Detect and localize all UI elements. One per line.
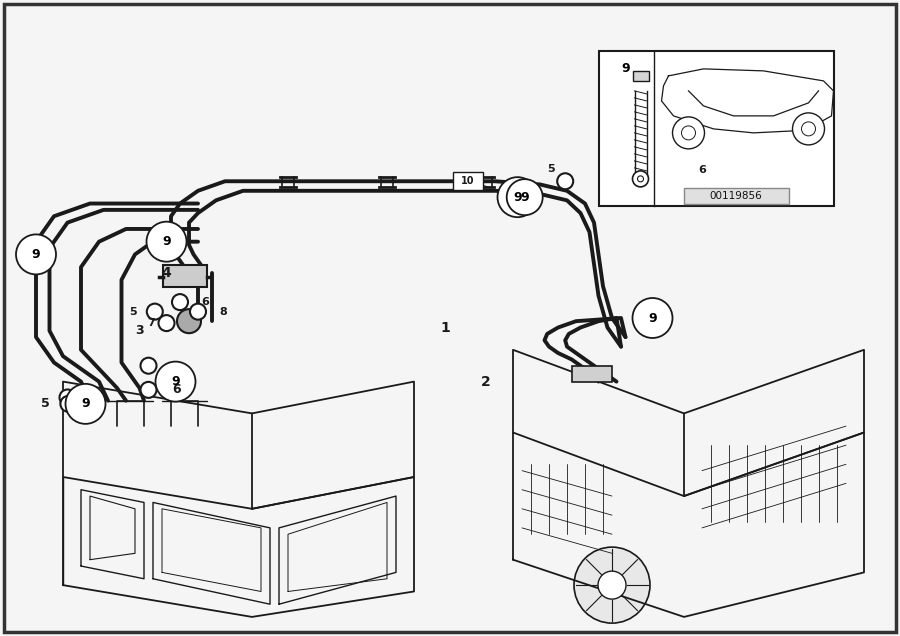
Circle shape bbox=[633, 171, 649, 187]
Circle shape bbox=[793, 113, 824, 145]
Text: 6: 6 bbox=[172, 384, 181, 396]
Circle shape bbox=[557, 173, 573, 190]
Text: 7: 7 bbox=[148, 318, 155, 328]
Circle shape bbox=[574, 547, 650, 623]
Text: 9: 9 bbox=[81, 398, 90, 410]
Circle shape bbox=[147, 222, 186, 261]
Circle shape bbox=[140, 382, 157, 398]
Text: 6: 6 bbox=[202, 297, 209, 307]
Circle shape bbox=[598, 571, 626, 599]
Circle shape bbox=[66, 384, 105, 424]
Circle shape bbox=[637, 176, 643, 182]
Circle shape bbox=[190, 303, 206, 320]
Text: 3: 3 bbox=[135, 324, 144, 337]
Circle shape bbox=[16, 235, 56, 274]
Circle shape bbox=[671, 162, 688, 179]
Text: 9: 9 bbox=[32, 248, 40, 261]
Text: 9: 9 bbox=[648, 312, 657, 324]
Text: 2: 2 bbox=[482, 375, 490, 389]
Circle shape bbox=[672, 117, 705, 149]
Bar bbox=[683, 188, 788, 204]
FancyBboxPatch shape bbox=[453, 172, 483, 190]
Circle shape bbox=[158, 315, 175, 331]
Circle shape bbox=[498, 177, 537, 217]
Text: 9: 9 bbox=[520, 191, 529, 204]
Circle shape bbox=[802, 122, 815, 136]
Text: 8: 8 bbox=[220, 307, 227, 317]
Circle shape bbox=[156, 362, 195, 401]
Bar bbox=[633, 71, 649, 81]
Text: 9: 9 bbox=[621, 62, 630, 76]
Circle shape bbox=[681, 126, 696, 140]
Text: 00119856: 00119856 bbox=[709, 191, 762, 201]
Text: 1: 1 bbox=[441, 321, 450, 335]
Text: 10: 10 bbox=[461, 176, 475, 186]
Text: 5: 5 bbox=[40, 398, 50, 410]
Circle shape bbox=[60, 396, 76, 412]
Circle shape bbox=[633, 298, 672, 338]
Circle shape bbox=[507, 179, 543, 215]
Circle shape bbox=[147, 303, 163, 320]
Text: 4: 4 bbox=[162, 266, 171, 280]
Text: 9: 9 bbox=[513, 191, 522, 204]
Text: 9: 9 bbox=[171, 375, 180, 388]
Bar bbox=[163, 265, 206, 287]
Text: 5: 5 bbox=[547, 163, 554, 174]
Text: 9: 9 bbox=[162, 235, 171, 248]
Circle shape bbox=[177, 309, 201, 333]
Text: 6: 6 bbox=[698, 165, 706, 176]
Bar bbox=[572, 366, 612, 382]
Text: 5: 5 bbox=[130, 307, 137, 317]
Circle shape bbox=[59, 389, 76, 406]
Bar bbox=[598, 51, 833, 206]
Circle shape bbox=[140, 357, 157, 374]
Circle shape bbox=[172, 294, 188, 310]
